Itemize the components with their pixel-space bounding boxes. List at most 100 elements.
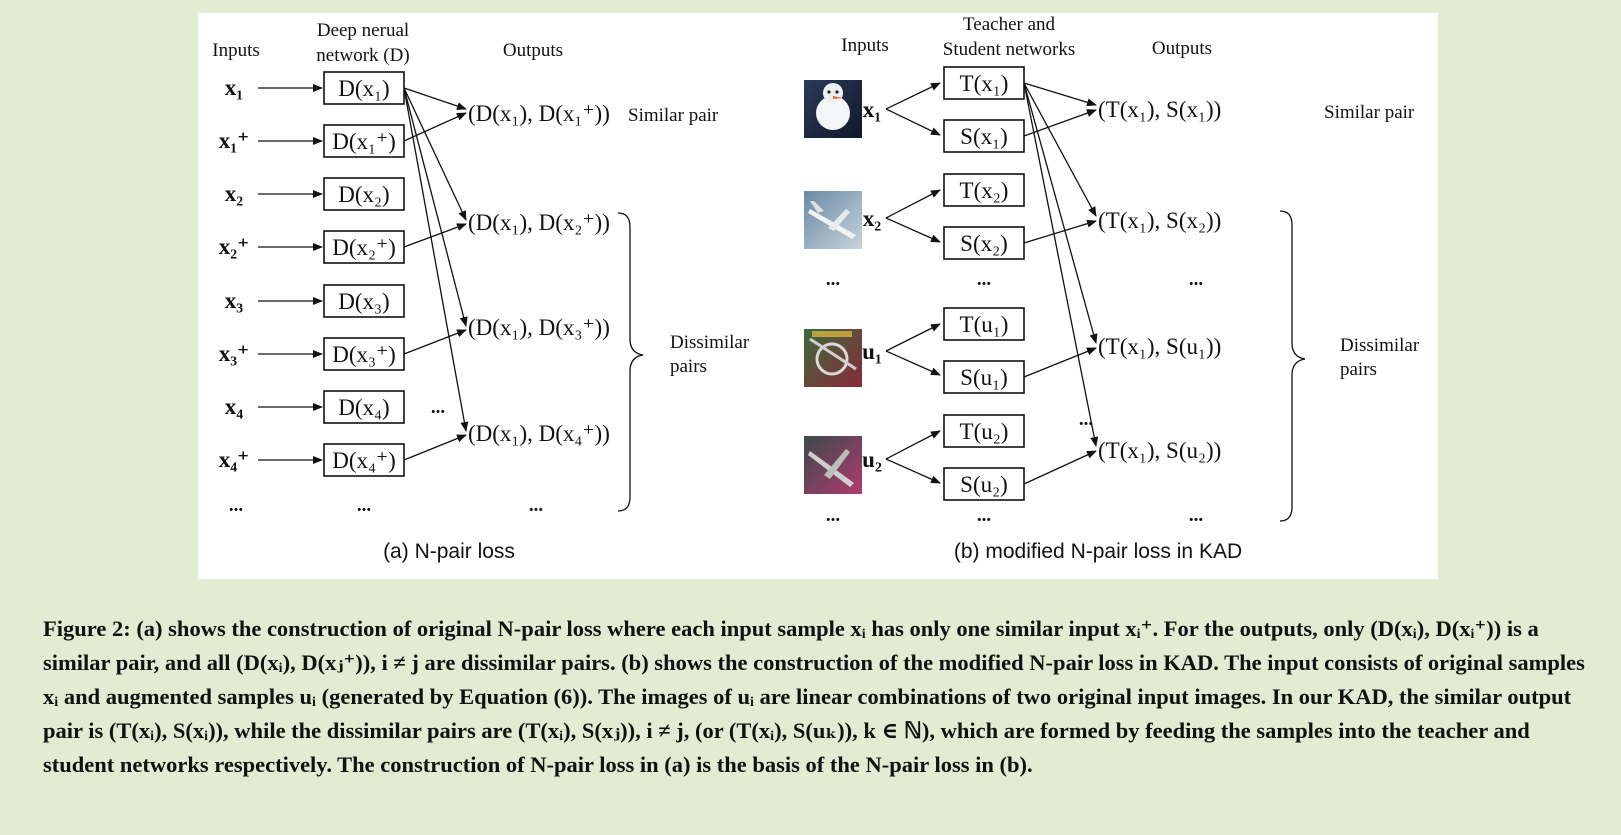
student-box <box>943 360 1025 394</box>
teacher-box <box>943 307 1025 341</box>
network-box <box>323 284 405 318</box>
panel-b-network-header-line1: Teacher and <box>963 14 1056 35</box>
panel-a-output-dissimilar: (D(x₁), D(x₄⁺)) <box>468 421 610 446</box>
panel-b-dissimilar-label-line1: Dissimilar <box>1340 335 1420 356</box>
teacher-box <box>943 173 1025 207</box>
panel-b-dissimilar-label-line2: pairs <box>1340 359 1377 380</box>
teacher-box <box>943 414 1025 448</box>
input-label: x₄ <box>225 394 244 419</box>
panel-b-ellipsis-network: ... <box>977 269 991 290</box>
input-label: x₃ <box>225 288 244 313</box>
panel-a-row: x₄ D(x₄) <box>225 390 405 424</box>
panel-b-ellipsis-outputs: ... <box>1189 269 1203 290</box>
panel-a-row: x₃⁺ D(x₃⁺) <box>219 337 405 371</box>
network-box <box>323 390 405 424</box>
panel-a-network-header-line1: Deep nerual <box>317 20 409 41</box>
input-label: u₂ <box>862 447 882 472</box>
teacher-box-label: T(x₂) <box>960 178 1009 203</box>
student-box-label: S(u₁) <box>960 365 1008 390</box>
network-box <box>323 337 405 371</box>
airplane-thumbnail <box>804 191 862 249</box>
input-label: x₁ <box>863 97 881 122</box>
panel-a-ellipsis-middle: ... <box>431 397 445 418</box>
input-label: x₃⁺ <box>219 341 250 366</box>
panel-b-similar-label: Similar pair <box>1324 102 1415 123</box>
panel-a: Inputs Deep nerual network (D) Outputs x… <box>212 20 750 563</box>
panel-a-output-dissimilar: (D(x₁), D(x₃⁺)) <box>468 315 610 340</box>
input-label: x₂ <box>225 181 244 206</box>
panel-b-network-header-line2: Student networks <box>943 39 1075 60</box>
panel-a-row: x₂⁺ D(x₂⁺) <box>219 230 405 264</box>
panel-b-group: u₁ T(u₁) S(u₁) <box>804 307 1025 394</box>
caption-text: Figure 2: (a) shows the construction of … <box>43 616 1585 777</box>
panel-a-similar-label: Similar pair <box>628 105 719 126</box>
teacher-box-label: T(u₁) <box>960 312 1009 337</box>
network-box-label: D(x₄) <box>338 395 389 420</box>
panel-b-ellipsis-network-bottom: ... <box>977 505 991 526</box>
panel-a-row: x₁⁺ D(x₁⁺) <box>219 124 405 158</box>
panel-b: Inputs Teacher and Student networks Outp… <box>804 14 1420 563</box>
student-box-label: S(x₁) <box>960 124 1008 149</box>
panel-a-row: x₂ D(x₂) <box>225 177 405 211</box>
teacher-box-label: T(u₂) <box>960 419 1009 444</box>
student-box <box>943 226 1025 260</box>
teacher-box-label: T(x₁) <box>960 71 1009 96</box>
student-box-label: S(x₂) <box>960 231 1008 256</box>
network-box-label: D(x₁⁺) <box>332 129 396 154</box>
input-label: x₂ <box>863 206 882 231</box>
panel-a-output-dissimilar: (D(x₁), D(x₂⁺)) <box>468 210 610 235</box>
panel-b-group: x₁ T(x₁) S(x₁) <box>804 66 1025 153</box>
network-box <box>323 230 405 264</box>
network-box-label: D(x₃⁺) <box>332 342 396 367</box>
figure-panel: Inputs Deep nerual network (D) Outputs x… <box>198 13 1438 579</box>
student-box-label: S(u₂) <box>960 472 1008 497</box>
network-box <box>323 177 405 211</box>
panel-a-ellipsis-network: ... <box>357 495 371 516</box>
input-label: u₁ <box>862 339 882 364</box>
panel-a-dissimilar-label-line1: Dissimilar <box>670 332 750 353</box>
network-box <box>323 443 405 477</box>
panel-b-ellipsis-middle: ... <box>1079 409 1093 430</box>
mixed-image-thumbnail-1 <box>804 329 862 387</box>
panel-b-output-dissimilar: (T(x₁), S(u₁)) <box>1098 334 1221 359</box>
panel-b-output-similar: (T(x₁), S(x₁)) <box>1098 97 1221 122</box>
snowman-thumbnail <box>804 80 862 138</box>
input-label: x₁ <box>225 75 243 100</box>
input-label: x₁⁺ <box>219 128 250 153</box>
figure-caption: Figure 2: (a) shows the construction of … <box>43 612 1603 782</box>
panel-b-ellipsis-outputs-bottom: ... <box>1189 505 1203 526</box>
panel-a-row: x₄⁺ D(x₄⁺) <box>219 443 405 477</box>
network-box-label: D(x₂) <box>338 182 389 207</box>
network-box-label: D(x₄⁺) <box>332 448 396 473</box>
panel-a-ellipsis-inputs: ... <box>229 495 243 516</box>
panel-a-ellipsis-outputs: ... <box>529 495 543 516</box>
teacher-box <box>943 66 1025 100</box>
panel-b-outputs-header: Outputs <box>1152 38 1212 59</box>
panel-b-arrows <box>1023 82 1099 485</box>
panel-a-row: x₁ D(x₁) <box>225 71 405 105</box>
panel-b-ellipsis-inputs-bottom: ... <box>826 505 840 526</box>
input-label: x₄⁺ <box>219 447 250 472</box>
input-label: x₂⁺ <box>219 234 250 259</box>
panel-a-arrows <box>403 87 469 461</box>
panel-b-group: u₂ T(u₂) S(u₂) <box>804 414 1025 501</box>
network-box-label: D(x₃) <box>338 289 389 314</box>
panel-a-subcaption: (a) N-pair loss <box>383 540 515 563</box>
panel-a-brace <box>617 212 644 512</box>
panel-a-network-header-line2: network (D) <box>316 45 409 66</box>
panel-a-outputs-header: Outputs <box>503 40 563 61</box>
network-box-label: D(x₂⁺) <box>332 235 396 260</box>
panel-b-output-dissimilar: (T(x₁), S(x₂)) <box>1098 208 1221 233</box>
panel-a-inputs-header: Inputs <box>212 40 260 61</box>
panel-b-ellipsis-inputs: ... <box>826 269 840 290</box>
network-box-label: D(x₁) <box>338 76 389 101</box>
panel-b-group: x₂ T(x₂) S(x₂) <box>804 173 1025 260</box>
mixed-image-thumbnail-2 <box>804 436 862 494</box>
panel-b-output-dissimilar: (T(x₁), S(u₂)) <box>1098 438 1221 463</box>
panel-a-output-similar: (D(x₁), D(x₁⁺)) <box>468 101 610 126</box>
panel-b-inputs-header: Inputs <box>841 35 889 56</box>
panel-b-subcaption: (b) modified N-pair loss in KAD <box>954 540 1242 563</box>
panel-b-brace <box>1279 210 1306 522</box>
panel-a-row: x₃ D(x₃) <box>225 284 405 318</box>
panel-a-dissimilar-label-line2: pairs <box>670 356 707 377</box>
